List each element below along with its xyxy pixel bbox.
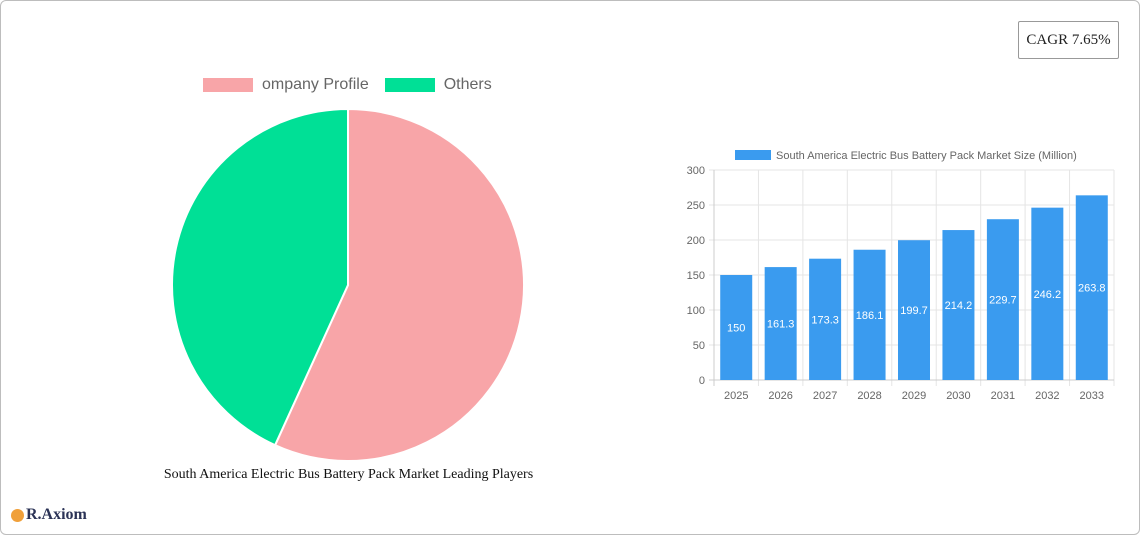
svg-text:161.3: 161.3: [767, 319, 795, 331]
svg-text:2031: 2031: [991, 390, 1015, 402]
bar-2030[interactable]: [942, 230, 975, 380]
svg-text:South America Electric Bus Bat: South America Electric Bus Battery Pack …: [776, 150, 1077, 162]
svg-text:263.8: 263.8: [1078, 283, 1106, 295]
svg-text:199.7: 199.7: [900, 305, 928, 317]
svg-text:150: 150: [687, 270, 705, 282]
svg-text:100: 100: [687, 305, 705, 317]
svg-text:200: 200: [687, 235, 705, 247]
svg-text:0: 0: [699, 375, 705, 387]
svg-text:2027: 2027: [813, 390, 837, 402]
svg-text:173.3: 173.3: [811, 314, 839, 326]
bar-2032[interactable]: [1031, 207, 1064, 380]
legend-label: Others: [443, 76, 492, 93]
bar-2029[interactable]: [898, 240, 930, 380]
pie-slice-0[interactable]: [273, 107, 525, 462]
logo-icon: [11, 508, 24, 522]
legend-item-others[interactable]: Others: [384, 76, 492, 94]
bar-2025[interactable]: [720, 275, 753, 380]
legend-item-company-profile[interactable]: ompany Profile: [203, 76, 369, 94]
svg-text:2032: 2032: [1035, 390, 1059, 402]
svg-text:229.7: 229.7: [989, 295, 1017, 307]
svg-text:250: 250: [687, 200, 705, 212]
logo-text: R.Axiom: [26, 506, 87, 523]
brand-logo: R.Axiom: [11, 506, 87, 524]
svg-text:246.2: 246.2: [1034, 289, 1062, 301]
svg-text:2028: 2028: [857, 390, 881, 402]
svg-text:150: 150: [727, 323, 745, 335]
svg-text:2030: 2030: [946, 390, 970, 402]
legend-swatch-green: [384, 78, 435, 92]
pie-chart: [171, 107, 525, 462]
pie-caption: South America Electric Bus Battery Pack …: [163, 467, 534, 482]
legend-label: ompany Profile: [262, 76, 369, 93]
legend-swatch-pink: [203, 78, 253, 92]
bar-2027[interactable]: [809, 258, 842, 380]
svg-text:2033: 2033: [1080, 390, 1104, 402]
svg-text:2029: 2029: [902, 390, 926, 402]
pie-slice-1[interactable]: [171, 107, 349, 447]
cagr-badge: CAGR 7.65%: [1018, 21, 1119, 59]
svg-text:2025: 2025: [724, 390, 748, 402]
bar-chart: South America Electric Bus Battery Pack …: [687, 150, 1115, 402]
bar-2026[interactable]: [764, 267, 797, 380]
svg-text:214.2: 214.2: [945, 300, 973, 312]
svg-text:2026: 2026: [768, 390, 792, 402]
bar-2033[interactable]: [1075, 195, 1108, 380]
bar-2031[interactable]: [986, 219, 1019, 380]
svg-text:300: 300: [687, 165, 705, 177]
bar-2028[interactable]: [853, 249, 886, 380]
svg-text:186.1: 186.1: [856, 310, 884, 322]
svg-text:50: 50: [693, 340, 705, 352]
pie-legend: ompany Profile Others: [203, 76, 508, 94]
